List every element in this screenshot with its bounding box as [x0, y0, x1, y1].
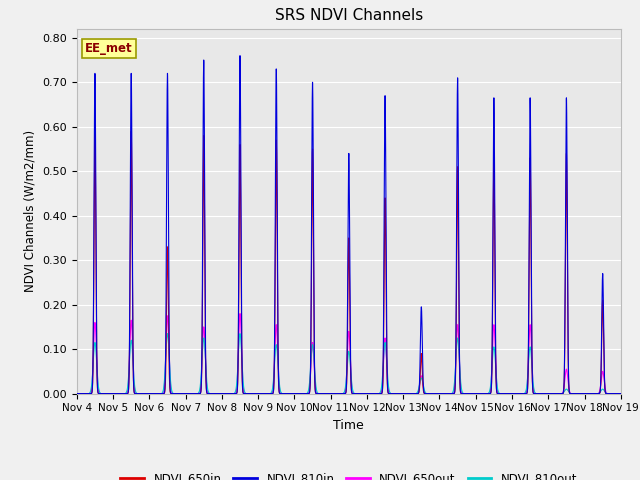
- Text: EE_met: EE_met: [85, 42, 132, 55]
- Y-axis label: NDVI Channels (W/m2/mm): NDVI Channels (W/m2/mm): [24, 130, 36, 292]
- Legend: NDVI_650in, NDVI_810in, NDVI_650out, NDVI_810out: NDVI_650in, NDVI_810in, NDVI_650out, NDV…: [116, 468, 582, 480]
- X-axis label: Time: Time: [333, 419, 364, 432]
- Title: SRS NDVI Channels: SRS NDVI Channels: [275, 9, 423, 24]
